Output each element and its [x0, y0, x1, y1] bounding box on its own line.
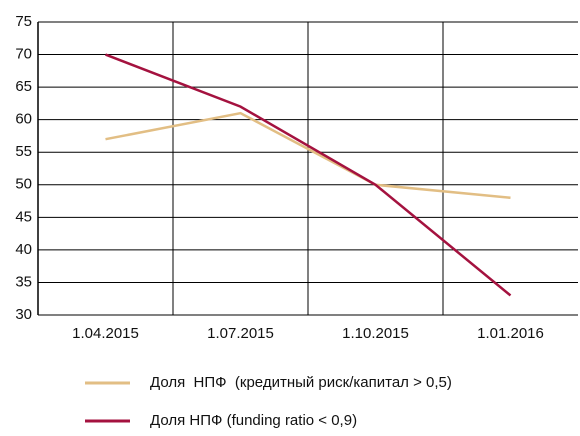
series-line — [105, 53, 512, 297]
legend-label: Доля НПФ (кредитный риск/капитал > 0,5) — [150, 374, 452, 391]
series-line — [105, 111, 511, 200]
x-tick-label: 1.04.2015 — [72, 325, 139, 342]
y-tick-label: 30 — [15, 306, 32, 323]
y-tick-label: 40 — [15, 241, 32, 258]
legend-label: Доля НПФ (funding ratio < 0,9) — [150, 412, 357, 429]
y-tick-label: 50 — [15, 176, 32, 193]
y-tick-label: 70 — [15, 46, 32, 63]
y-tick-label: 45 — [15, 208, 32, 225]
y-tick-label: 55 — [15, 143, 32, 160]
y-tick-label: 75 — [15, 13, 32, 30]
x-tick-label: 1.01.2016 — [477, 325, 544, 342]
y-tick-label: 65 — [15, 78, 32, 95]
x-tick-label: 1.10.2015 — [342, 325, 409, 342]
x-tick-label: 1.07.2015 — [207, 325, 274, 342]
y-tick-label: 35 — [15, 273, 32, 290]
y-tick-label: 60 — [15, 111, 32, 128]
